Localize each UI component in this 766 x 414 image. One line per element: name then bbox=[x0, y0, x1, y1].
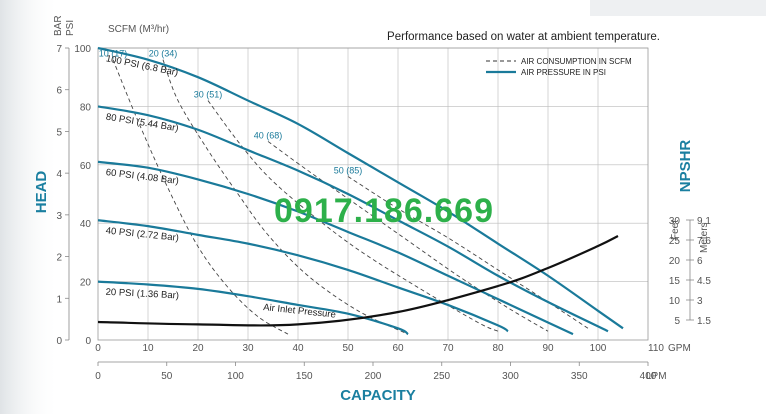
gpm-tick-label: 20 bbox=[192, 343, 204, 354]
air-consumption-line bbox=[267, 141, 549, 332]
psi-tick-label: 60 bbox=[80, 161, 92, 172]
lpm-tick-label: 400 bbox=[640, 371, 657, 382]
air-consumption-line bbox=[112, 59, 289, 335]
psi-tick-label: 20 bbox=[80, 278, 92, 289]
chart-title: Performance based on water at ambient te… bbox=[387, 31, 660, 43]
lpm-tick-label: 150 bbox=[296, 371, 313, 382]
labels-layer: 10 (17) 20 (34)30 (51)40 (68)50 (85)100 P… bbox=[99, 49, 363, 321]
npshr-axis-label: NPSHR bbox=[677, 140, 694, 193]
lpm-tick-label: 300 bbox=[502, 371, 519, 382]
lpm-tick-label: 200 bbox=[365, 371, 382, 382]
npshr-meters-tick: 3 bbox=[697, 296, 703, 307]
gpm-tick-label: 50 bbox=[342, 343, 354, 354]
scfm-header: SCFM (M³/hr) bbox=[108, 24, 169, 35]
npshr-meters-label: Meters bbox=[699, 222, 710, 253]
lpm-tick-label: 0 bbox=[95, 371, 101, 382]
lpm-tick-label: 350 bbox=[571, 371, 588, 382]
bar-tick-label: 0 bbox=[56, 336, 62, 347]
gpm-tick-label: 70 bbox=[442, 343, 454, 354]
npshr-curve bbox=[97, 235, 619, 327]
psi-tick-label: 100 bbox=[74, 44, 91, 55]
lpm-tick-label: 250 bbox=[433, 371, 450, 382]
lpm-tick-label: 100 bbox=[227, 371, 244, 382]
psi-tick-label: 80 bbox=[80, 102, 92, 113]
bar-unit-label: BAR bbox=[53, 15, 64, 36]
npshr-feet-tick: 5 bbox=[674, 316, 680, 327]
air-consumption-line bbox=[207, 100, 499, 332]
air-consumption-label: 40 (68) bbox=[254, 130, 283, 140]
bar-tick-label: 1 bbox=[56, 294, 62, 305]
gpm-tick-label: 80 bbox=[492, 343, 504, 354]
psi-tick-label: 0 bbox=[85, 336, 91, 347]
npshr-feet-label: Feet bbox=[670, 220, 681, 240]
air-pressure-line bbox=[97, 219, 509, 333]
gpm-tick-label: 110 bbox=[648, 343, 664, 354]
gpm-tick-label: 30 bbox=[242, 343, 254, 354]
npshr-meters-tick: 9.1 bbox=[697, 216, 711, 227]
psi-tick-label: 40 bbox=[80, 219, 92, 230]
air-pressure-label: 40 PSI (2.72 Bar) bbox=[105, 225, 179, 243]
npshr-feet-tick: 15 bbox=[669, 276, 681, 287]
npshr-curve-label: Air Inlet Pressure bbox=[263, 302, 337, 321]
air-consumption-label: 20 (34) bbox=[149, 49, 178, 59]
gpm-tick-label: 40 bbox=[292, 343, 304, 354]
bar-tick-label: 2 bbox=[56, 253, 62, 264]
npshr-feet-tick: 30 bbox=[669, 216, 681, 227]
air-consumption-label: 30 (51) bbox=[194, 90, 223, 100]
legend-air-pressure: AIR PRESSURE IN PSI bbox=[521, 68, 606, 77]
air-pressure-line bbox=[97, 105, 609, 333]
bar-tick-label: 4 bbox=[56, 169, 62, 180]
air-pressure-line bbox=[97, 280, 409, 336]
bar-tick-label: 6 bbox=[56, 86, 62, 97]
air-pressure-line bbox=[97, 160, 574, 336]
bar-tick-label: 5 bbox=[56, 127, 62, 138]
gpm-tick-label: 90 bbox=[542, 343, 554, 354]
air-pressure-label: 20 PSI (1.36 Bar) bbox=[105, 287, 179, 302]
watermark-phone: 0917.186.669 bbox=[274, 192, 494, 230]
air-consumption-line bbox=[162, 59, 409, 335]
legend-air-consumption: AIR CONSUMPTION IN SCFM bbox=[521, 57, 632, 66]
npshr-meters-tick: 1.5 bbox=[697, 316, 711, 327]
npshr-feet-tick: 10 bbox=[669, 296, 681, 307]
lpm-unit-label: LPM bbox=[646, 371, 667, 382]
gpm-tick-label: 100 bbox=[590, 343, 607, 354]
npshr-meters-tick: 6 bbox=[697, 256, 703, 267]
head-axis-label: HEAD bbox=[33, 171, 50, 214]
npshr-meters-tick: 4.5 bbox=[697, 276, 711, 287]
npshr-feet-tick: 25 bbox=[669, 236, 681, 247]
npshr-meters-tick: 7.6 bbox=[697, 236, 711, 247]
air-consumption-label: 10 (17) bbox=[99, 49, 128, 59]
plot-frame bbox=[97, 47, 649, 341]
air-pressure-line bbox=[97, 46, 624, 330]
npshr-feet-tick: 20 bbox=[669, 256, 681, 267]
series-layer bbox=[97, 46, 624, 336]
capacity-axis-label: CAPACITY bbox=[340, 387, 416, 404]
bar-tick-label: 7 bbox=[56, 44, 62, 55]
gpm-tick-label: 10 bbox=[142, 343, 154, 354]
legend: AIR CONSUMPTION IN SCFM AIR PRESSURE IN … bbox=[486, 57, 632, 77]
gpm-unit-label: GPM bbox=[668, 343, 691, 354]
bar-tick-label: 3 bbox=[56, 211, 62, 222]
lpm-tick-label: 50 bbox=[161, 371, 173, 382]
gpm-tick-label: 0 bbox=[95, 343, 101, 354]
air-consumption-label: 50 (85) bbox=[334, 165, 363, 175]
air-pressure-label: 60 PSI (4.08 Bar) bbox=[105, 167, 179, 187]
psi-unit-label: PSI bbox=[65, 20, 76, 36]
gpm-tick-label: 60 bbox=[392, 343, 404, 354]
